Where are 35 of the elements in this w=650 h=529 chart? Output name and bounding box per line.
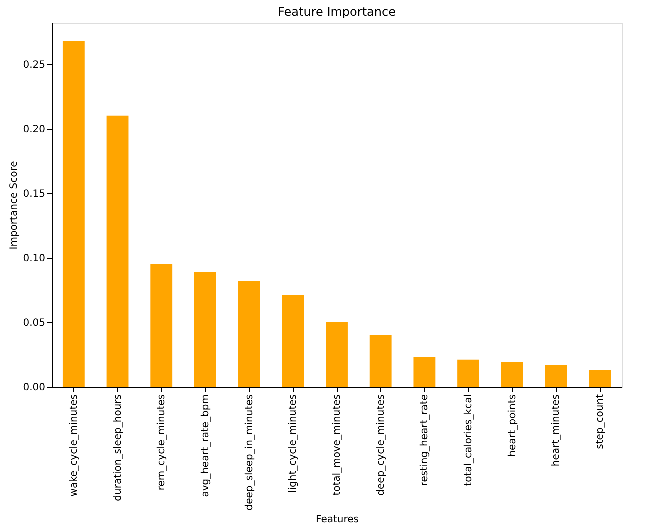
x-tick-label: step_count (595, 394, 606, 450)
x-tick-label: heart_points (507, 394, 518, 457)
x-tick-label: heart_minutes (551, 394, 562, 467)
x-tick-label: total_move_minutes (332, 394, 343, 496)
y-tick-label: 0.25 (23, 60, 46, 71)
x-tick-label: resting_heart_rate (420, 394, 431, 486)
bar (326, 322, 348, 387)
x-tick-label: deep_sleep_in_minutes (244, 394, 256, 511)
bar (282, 295, 304, 387)
y-tick-label: 0.15 (23, 188, 46, 200)
y-tick-label: 0.10 (23, 253, 46, 264)
x-tick-label: deep_cycle_minutes (376, 394, 387, 496)
x-tick-label: light_cycle_minutes (288, 394, 300, 493)
y-tick-label: 0.20 (23, 124, 46, 136)
bar (194, 272, 216, 387)
x-tick-label: avg_heart_rate_bpm (200, 394, 212, 498)
bar (62, 41, 85, 387)
x-tick-label: rem_cycle_minutes (156, 394, 168, 491)
x-tick-label: duration_sleep_hours (112, 394, 124, 502)
bar (414, 357, 436, 387)
bar (370, 335, 392, 387)
y-tick-label: 0.00 (23, 382, 46, 394)
y-tick-label: 0.05 (23, 318, 46, 329)
bar (458, 360, 480, 387)
bar (150, 264, 173, 387)
chart-title: Feature Importance (278, 5, 396, 19)
bar (501, 362, 524, 387)
bar (238, 281, 260, 387)
y-axis-title: Importance Score (9, 161, 20, 250)
bar (589, 370, 612, 387)
x-axis-title: Features (316, 514, 359, 526)
bar (545, 365, 568, 387)
x-tick-label: total_calories_kcal (464, 394, 475, 486)
bar (106, 116, 129, 387)
x-tick-label: wake_cycle_minutes (68, 394, 80, 497)
